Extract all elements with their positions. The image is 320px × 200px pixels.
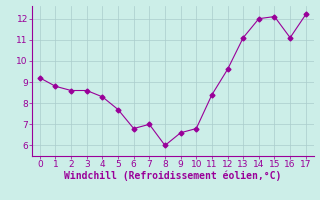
- X-axis label: Windchill (Refroidissement éolien,°C): Windchill (Refroidissement éolien,°C): [64, 171, 282, 181]
